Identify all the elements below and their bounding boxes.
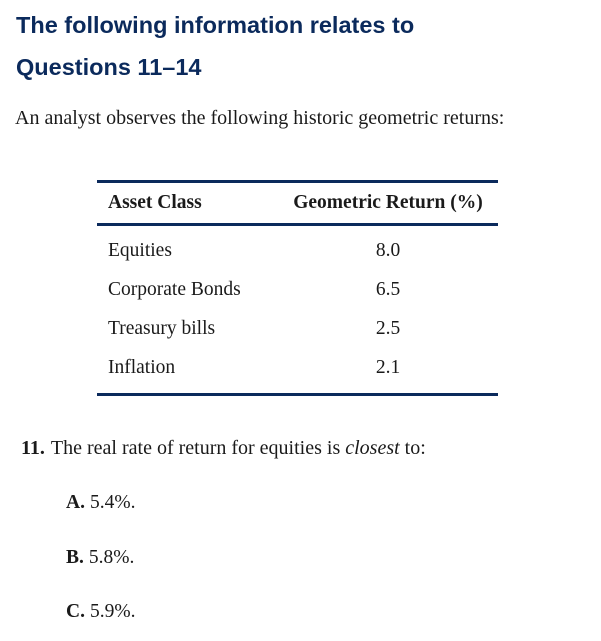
intro-text: An analyst observes the following histor… xyxy=(15,107,505,129)
answer-option-a[interactable]: A. 5.4%. xyxy=(66,492,135,514)
table-header-row: Asset Class Geometric Return (%) xyxy=(97,181,498,226)
table-row: Corporate Bonds 6.5 xyxy=(97,270,498,309)
answer-option-b[interactable]: B. 5.8%. xyxy=(66,547,134,569)
option-text: 5.9%. xyxy=(89,601,136,622)
column-header-geometric-return: Geometric Return (%) xyxy=(278,181,498,226)
column-header-asset-class: Asset Class xyxy=(97,181,278,226)
asset-class-cell: Corporate Bonds xyxy=(108,278,241,300)
table-row: Equities 8.0 xyxy=(97,225,498,271)
asset-class-cell: Inflation xyxy=(108,356,176,378)
answer-option-c[interactable]: C. 5.9%. xyxy=(66,601,135,623)
option-text: 5.4%. xyxy=(89,492,136,513)
heading-line-2: Questions 11–14 xyxy=(16,54,202,80)
question-text: The real rate of return for equities is xyxy=(50,437,346,459)
option-letter: C. xyxy=(66,601,85,622)
return-value-cell: 2.1 xyxy=(375,356,401,378)
asset-class-cell: Treasury bills xyxy=(108,317,216,339)
return-value-cell: 2.5 xyxy=(375,317,401,339)
option-text: 5.8%. xyxy=(88,547,135,568)
option-letter: A. xyxy=(66,492,85,513)
returns-table: Asset Class Geometric Return (%) Equitie… xyxy=(97,180,498,396)
asset-class-cell: Equities xyxy=(108,239,172,261)
return-value-cell: 6.5 xyxy=(375,278,401,300)
option-letter: B. xyxy=(66,547,84,568)
question-number: 11. xyxy=(21,437,45,459)
question-11: 11. The real rate of return for equities … xyxy=(21,437,426,460)
question-emphasis: closest xyxy=(345,437,400,459)
question-text-end: to: xyxy=(399,437,426,459)
section-heading: The following information relates to Que… xyxy=(16,4,414,88)
table-row: Inflation 2.1 xyxy=(97,348,498,395)
table-row: Treasury bills 2.5 xyxy=(97,309,498,348)
heading-line-1: The following information relates to xyxy=(16,12,415,38)
return-value-cell: 8.0 xyxy=(375,239,401,261)
